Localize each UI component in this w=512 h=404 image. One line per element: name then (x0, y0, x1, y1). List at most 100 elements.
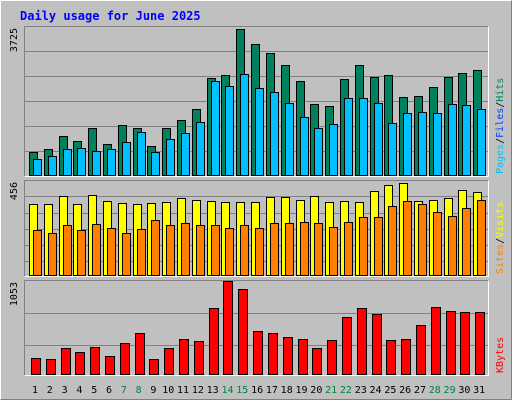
bar-sites-day-2 (48, 233, 57, 276)
legend-separator: / (495, 238, 506, 244)
legend-separator: / (495, 138, 506, 144)
legend-entry-pages: Pages (495, 144, 506, 174)
bar-sites-day-13 (211, 225, 220, 276)
bar-sites-day-29 (448, 216, 457, 276)
day-label-18: 18 (281, 385, 293, 396)
legend-entry-visits: Visits (495, 202, 506, 238)
bar-kbytes-day-17 (268, 333, 278, 375)
bar-pages-day-18 (285, 103, 294, 176)
bar-sites-day-25 (388, 206, 397, 276)
bar-sites-day-14 (225, 228, 234, 276)
bar-sites-day-11 (181, 223, 190, 276)
bar-kbytes-day-2 (46, 359, 56, 375)
day-label-12: 12 (192, 385, 204, 396)
day-label-26: 26 (399, 385, 411, 396)
bar-kbytes-day-16 (253, 331, 263, 375)
bar-kbytes-day-19 (298, 339, 308, 375)
bar-pages-day-14 (225, 86, 234, 176)
legend-text-hits-files-pages: Pages/Files/Hits (495, 78, 506, 174)
day-label-21: 21 (325, 385, 337, 396)
bar-kbytes-day-13 (209, 308, 219, 375)
chart-panels: 3725Pages/Files/Hits456Sites/Visits1053K… (9, 26, 506, 376)
panel-kbytes: 1053 KBytes (9, 280, 506, 376)
bar-pages-day-19 (300, 117, 309, 176)
bar-sites-day-12 (196, 225, 205, 276)
bar-sites-day-17 (270, 223, 279, 276)
bar-pages-day-17 (270, 92, 279, 176)
bar-pages-day-1 (33, 159, 42, 176)
bar-pages-day-7 (122, 142, 131, 176)
bar-pages-day-22 (344, 98, 353, 176)
bar-sites-day-7 (122, 233, 131, 276)
day-label-6: 6 (106, 385, 112, 396)
bar-sites-day-28 (433, 212, 442, 276)
bar-pages-day-15 (240, 74, 249, 176)
bar-kbytes-day-14 (223, 281, 233, 375)
bar-kbytes-day-9 (149, 359, 159, 375)
bar-pages-day-25 (388, 123, 397, 176)
day-label-31: 31 (473, 385, 485, 396)
legend-visits-sites: Sites/Visits (495, 202, 506, 274)
bar-sites-day-30 (462, 208, 471, 276)
bar-kbytes-day-8 (135, 333, 145, 375)
bar-pages-day-21 (329, 124, 338, 176)
day-label-8: 8 (136, 385, 142, 396)
bar-sites-day-21 (329, 227, 338, 276)
bar-sites-day-10 (166, 225, 175, 276)
day-label-1: 1 (32, 385, 38, 396)
bar-pages-day-5 (92, 151, 101, 176)
day-label-9: 9 (150, 385, 156, 396)
bar-pages-day-26 (403, 113, 412, 176)
bar-kbytes-day-29 (446, 311, 456, 375)
bar-pages-day-8 (137, 132, 146, 176)
bar-pages-day-2 (48, 156, 57, 176)
bar-sites-day-1 (33, 230, 42, 276)
bar-kbytes-day-27 (416, 325, 426, 375)
legend-entry-sites: Sites (495, 244, 506, 274)
bar-kbytes-day-21 (327, 340, 337, 375)
bar-kbytes-day-31 (475, 312, 485, 375)
day-label-11: 11 (177, 385, 189, 396)
bar-pages-day-23 (359, 98, 368, 176)
bar-kbytes-day-12 (194, 341, 204, 375)
bar-sites-day-26 (403, 201, 412, 276)
bar-pages-day-3 (63, 149, 72, 176)
day-label-23: 23 (355, 385, 367, 396)
day-label-19: 19 (295, 385, 307, 396)
bar-kbytes-day-15 (238, 289, 248, 375)
bar-sites-day-18 (285, 223, 294, 276)
bar-sites-day-6 (107, 228, 116, 276)
bar-kbytes-day-24 (372, 314, 382, 375)
bar-pages-day-12 (196, 122, 205, 176)
bar-sites-day-19 (300, 222, 309, 276)
day-label-17: 17 (266, 385, 278, 396)
legend-text-visits-sites: Sites/Visits (495, 202, 506, 274)
bar-sites-day-31 (477, 200, 486, 276)
bar-kbytes-day-11 (179, 339, 189, 375)
day-label-14: 14 (221, 385, 233, 396)
day-label-24: 24 (370, 385, 382, 396)
bar-pages-day-29 (448, 104, 457, 176)
bar-pages-day-13 (211, 81, 220, 176)
bar-pages-day-10 (166, 139, 175, 176)
bar-sites-day-22 (344, 222, 353, 276)
bar-kbytes-day-30 (460, 312, 470, 375)
bar-kbytes-day-25 (386, 340, 396, 375)
bar-sites-day-8 (137, 229, 146, 276)
max-label-hits-files-pages: 3725 (9, 28, 20, 52)
chart-title: Daily usage for June 2025 (20, 9, 201, 23)
bar-kbytes-day-6 (105, 356, 115, 375)
legend-entry-hits: Hits (495, 78, 506, 102)
bar-kbytes-day-23 (357, 308, 367, 375)
bar-pages-day-24 (374, 103, 383, 176)
day-label-15: 15 (236, 385, 248, 396)
legend-kbytes: KBytes (495, 337, 506, 373)
day-label-2: 2 (47, 385, 53, 396)
day-label-30: 30 (458, 385, 470, 396)
bar-kbytes-day-10 (164, 348, 174, 375)
bar-kbytes-day-5 (90, 347, 100, 375)
legend-hits-files-pages: Pages/Files/Hits (495, 78, 506, 174)
